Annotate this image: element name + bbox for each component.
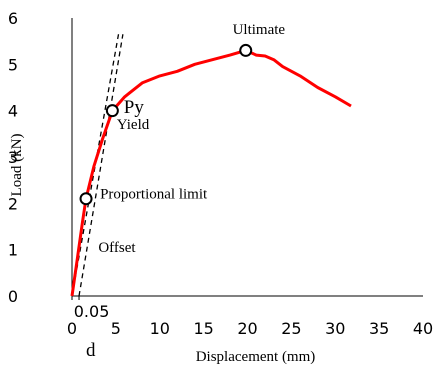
- annotation-label: Ultimate: [233, 22, 286, 38]
- y-tick-label: 4: [8, 102, 18, 121]
- axes: [71, 18, 423, 297]
- annotation-label: d: [86, 340, 96, 361]
- x-axis-title: Displacement (mm): [196, 349, 316, 365]
- x-tick-label: 15: [193, 319, 213, 338]
- point-marker: [105, 104, 119, 118]
- point-marker: [79, 192, 93, 206]
- annotation-label: Yield: [117, 117, 150, 133]
- offset-lines: [71, 34, 124, 300]
- x-tick-label: 35: [369, 319, 389, 338]
- annotation-label: Py: [124, 97, 145, 118]
- y-tick-label: 3: [8, 148, 18, 167]
- markers: [79, 43, 253, 206]
- x-tick-label: 5: [111, 319, 121, 338]
- x-tick-label: 20: [237, 319, 257, 338]
- y-tick-label: 2: [8, 194, 18, 213]
- annotation-label: 0.05: [74, 302, 110, 321]
- x-tick-label: 30: [325, 319, 345, 338]
- x-tick-label: 10: [150, 319, 170, 338]
- offset-line: [78, 34, 124, 297]
- y-tick-label: 1: [8, 241, 18, 260]
- annotation-label: Offset: [98, 240, 136, 256]
- y-tick-label: 0: [8, 287, 18, 306]
- x-tick-label: 40: [413, 319, 433, 338]
- x-tick-label: 25: [281, 319, 301, 338]
- tick-labels: 0 5 10 15 20 25 30 35 40 0 1 2 3 4 5 6: [8, 9, 433, 338]
- y-tick-label: 6: [8, 9, 18, 28]
- y-axis-title: Load (kN): [9, 134, 25, 197]
- y-tick-label: 5: [8, 55, 18, 74]
- annotation-label: Proportional limit: [100, 187, 208, 203]
- series-group: [70, 48, 352, 297]
- point-marker: [239, 43, 253, 57]
- x-tick-label: 0: [67, 319, 77, 338]
- load-curve: [70, 48, 352, 297]
